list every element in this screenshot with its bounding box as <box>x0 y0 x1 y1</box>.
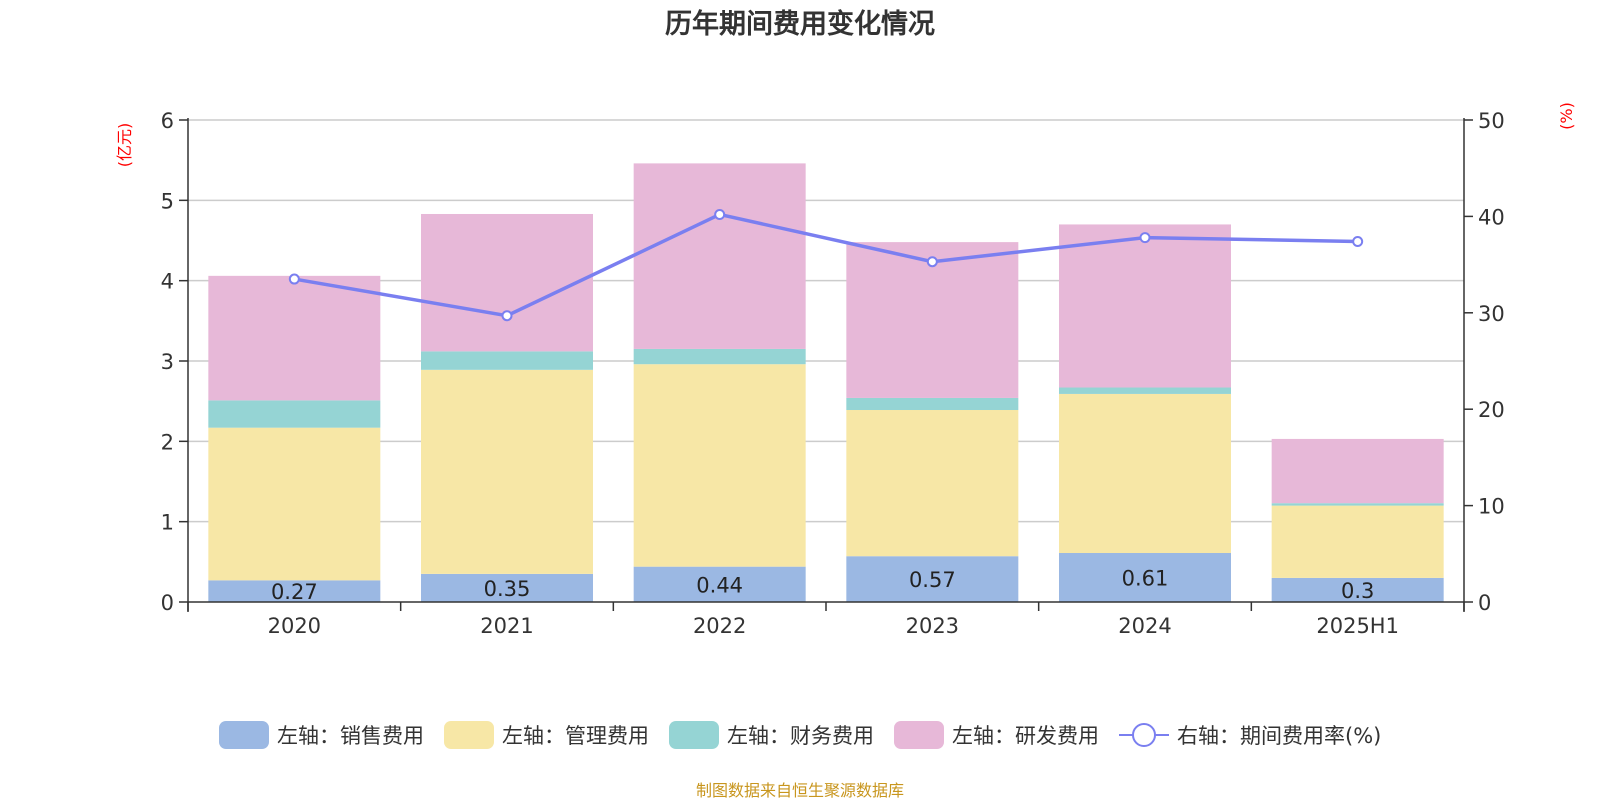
bar-segment <box>633 566 806 602</box>
rate-point <box>1352 235 1364 247</box>
rate-point <box>1139 232 1151 244</box>
x-axis-tick-label: 2022 <box>693 614 746 638</box>
bar-segment <box>208 275 381 401</box>
bar-segment <box>421 351 593 370</box>
right-axis-tick-label: 50 <box>1478 109 1505 133</box>
right-axis-unit: (%) <box>1557 102 1576 130</box>
legend-swatch <box>894 721 944 749</box>
bar-value-label: 0.3 <box>1341 579 1374 603</box>
bar-segment <box>846 410 1019 557</box>
left-axis-tick-label: 5 <box>161 189 174 213</box>
bar-segment <box>1059 552 1231 602</box>
bar-value-label: 0.57 <box>909 568 956 592</box>
legend-label: 左轴：管理费用 <box>502 724 649 748</box>
x-axis-tick-label: 2021 <box>480 614 533 638</box>
right-axis-tick-label: 20 <box>1478 398 1505 422</box>
bar-segment <box>846 397 1019 411</box>
right-axis-tick-label: 30 <box>1478 302 1505 326</box>
rate-point <box>714 208 726 220</box>
right-axis-tick-label: 10 <box>1478 495 1505 519</box>
bar-segment <box>1059 393 1231 553</box>
bar-segment <box>1059 224 1231 388</box>
right-axis-tick-label: 0 <box>1478 591 1491 615</box>
legend-swatch <box>219 721 269 749</box>
legend-label: 左轴：研发费用 <box>952 724 1099 748</box>
bar-segment <box>208 580 381 602</box>
bar-segment <box>633 348 806 365</box>
bar-segment <box>846 242 1019 398</box>
legend-label: 右轴：期间费用率(%) <box>1177 724 1381 748</box>
rate-point <box>926 256 938 268</box>
left-axis-tick-label: 0 <box>161 591 174 615</box>
grid <box>188 119 1464 523</box>
x-axis-tick-label: 2020 <box>268 614 321 638</box>
bar-value-label: 0.44 <box>696 573 743 597</box>
left-axis-tick-label: 4 <box>161 270 174 294</box>
bar-segment <box>1271 438 1444 504</box>
bar-segment <box>421 213 593 352</box>
rate-line-path <box>294 212 1358 318</box>
bar-segment <box>1059 387 1231 394</box>
source-note: 制图数据来自恒生聚源数据库 <box>696 781 904 800</box>
x-axis-tick-label: 2025H1 <box>1316 614 1399 638</box>
bar-segment <box>208 427 381 581</box>
chart-title: 历年期间费用变化情况 <box>665 8 935 40</box>
left-axis-tick-label: 3 <box>161 350 174 374</box>
axes: 0 1 2 3 4 5 6 0 10 20 30 40 50 2020 2021 2022 2023 2024 20… <box>161 109 1505 638</box>
legend: 左轴：销售费用 左轴：管理费用 左轴：财务费用 左轴：研发费用 右轴：期间费用率(%) <box>219 721 1381 749</box>
bar-value-label: 0.61 <box>1122 566 1169 590</box>
bar-segment <box>633 163 806 349</box>
bars <box>208 163 1444 602</box>
bar-segment <box>1271 505 1444 578</box>
bar-segment <box>421 369 593 574</box>
right-axis-tick-label: 40 <box>1478 205 1505 229</box>
bar-segment <box>421 573 593 602</box>
legend-swatch <box>444 721 494 749</box>
rate-point <box>501 310 513 322</box>
bar-segment <box>633 364 806 567</box>
left-axis-tick-label: 6 <box>161 109 174 133</box>
data-labels: 0.27 0.35 0.44 0.57 0.61 0.3 <box>271 566 1374 604</box>
bar-segment <box>208 400 381 428</box>
bar-value-label: 0.27 <box>271 580 318 604</box>
x-axis-tick-label: 2024 <box>1118 614 1171 638</box>
x-axis-tick-label: 2023 <box>906 614 959 638</box>
bar-segment <box>1271 577 1444 602</box>
left-axis-tick-label: 2 <box>161 430 174 454</box>
legend-label: 左轴：销售费用 <box>277 724 424 748</box>
rate-line <box>288 208 1364 322</box>
legend-label: 左轴：财务费用 <box>727 724 874 748</box>
left-axis-unit: (亿元) <box>115 123 134 168</box>
bar-segment <box>846 556 1019 602</box>
legend-circle-marker <box>1132 723 1156 747</box>
bar-value-label: 0.35 <box>484 577 531 601</box>
left-axis-tick-label: 1 <box>161 511 174 535</box>
rate-point <box>288 273 300 285</box>
legend-swatch <box>669 721 719 749</box>
bar-segment <box>1271 503 1444 506</box>
